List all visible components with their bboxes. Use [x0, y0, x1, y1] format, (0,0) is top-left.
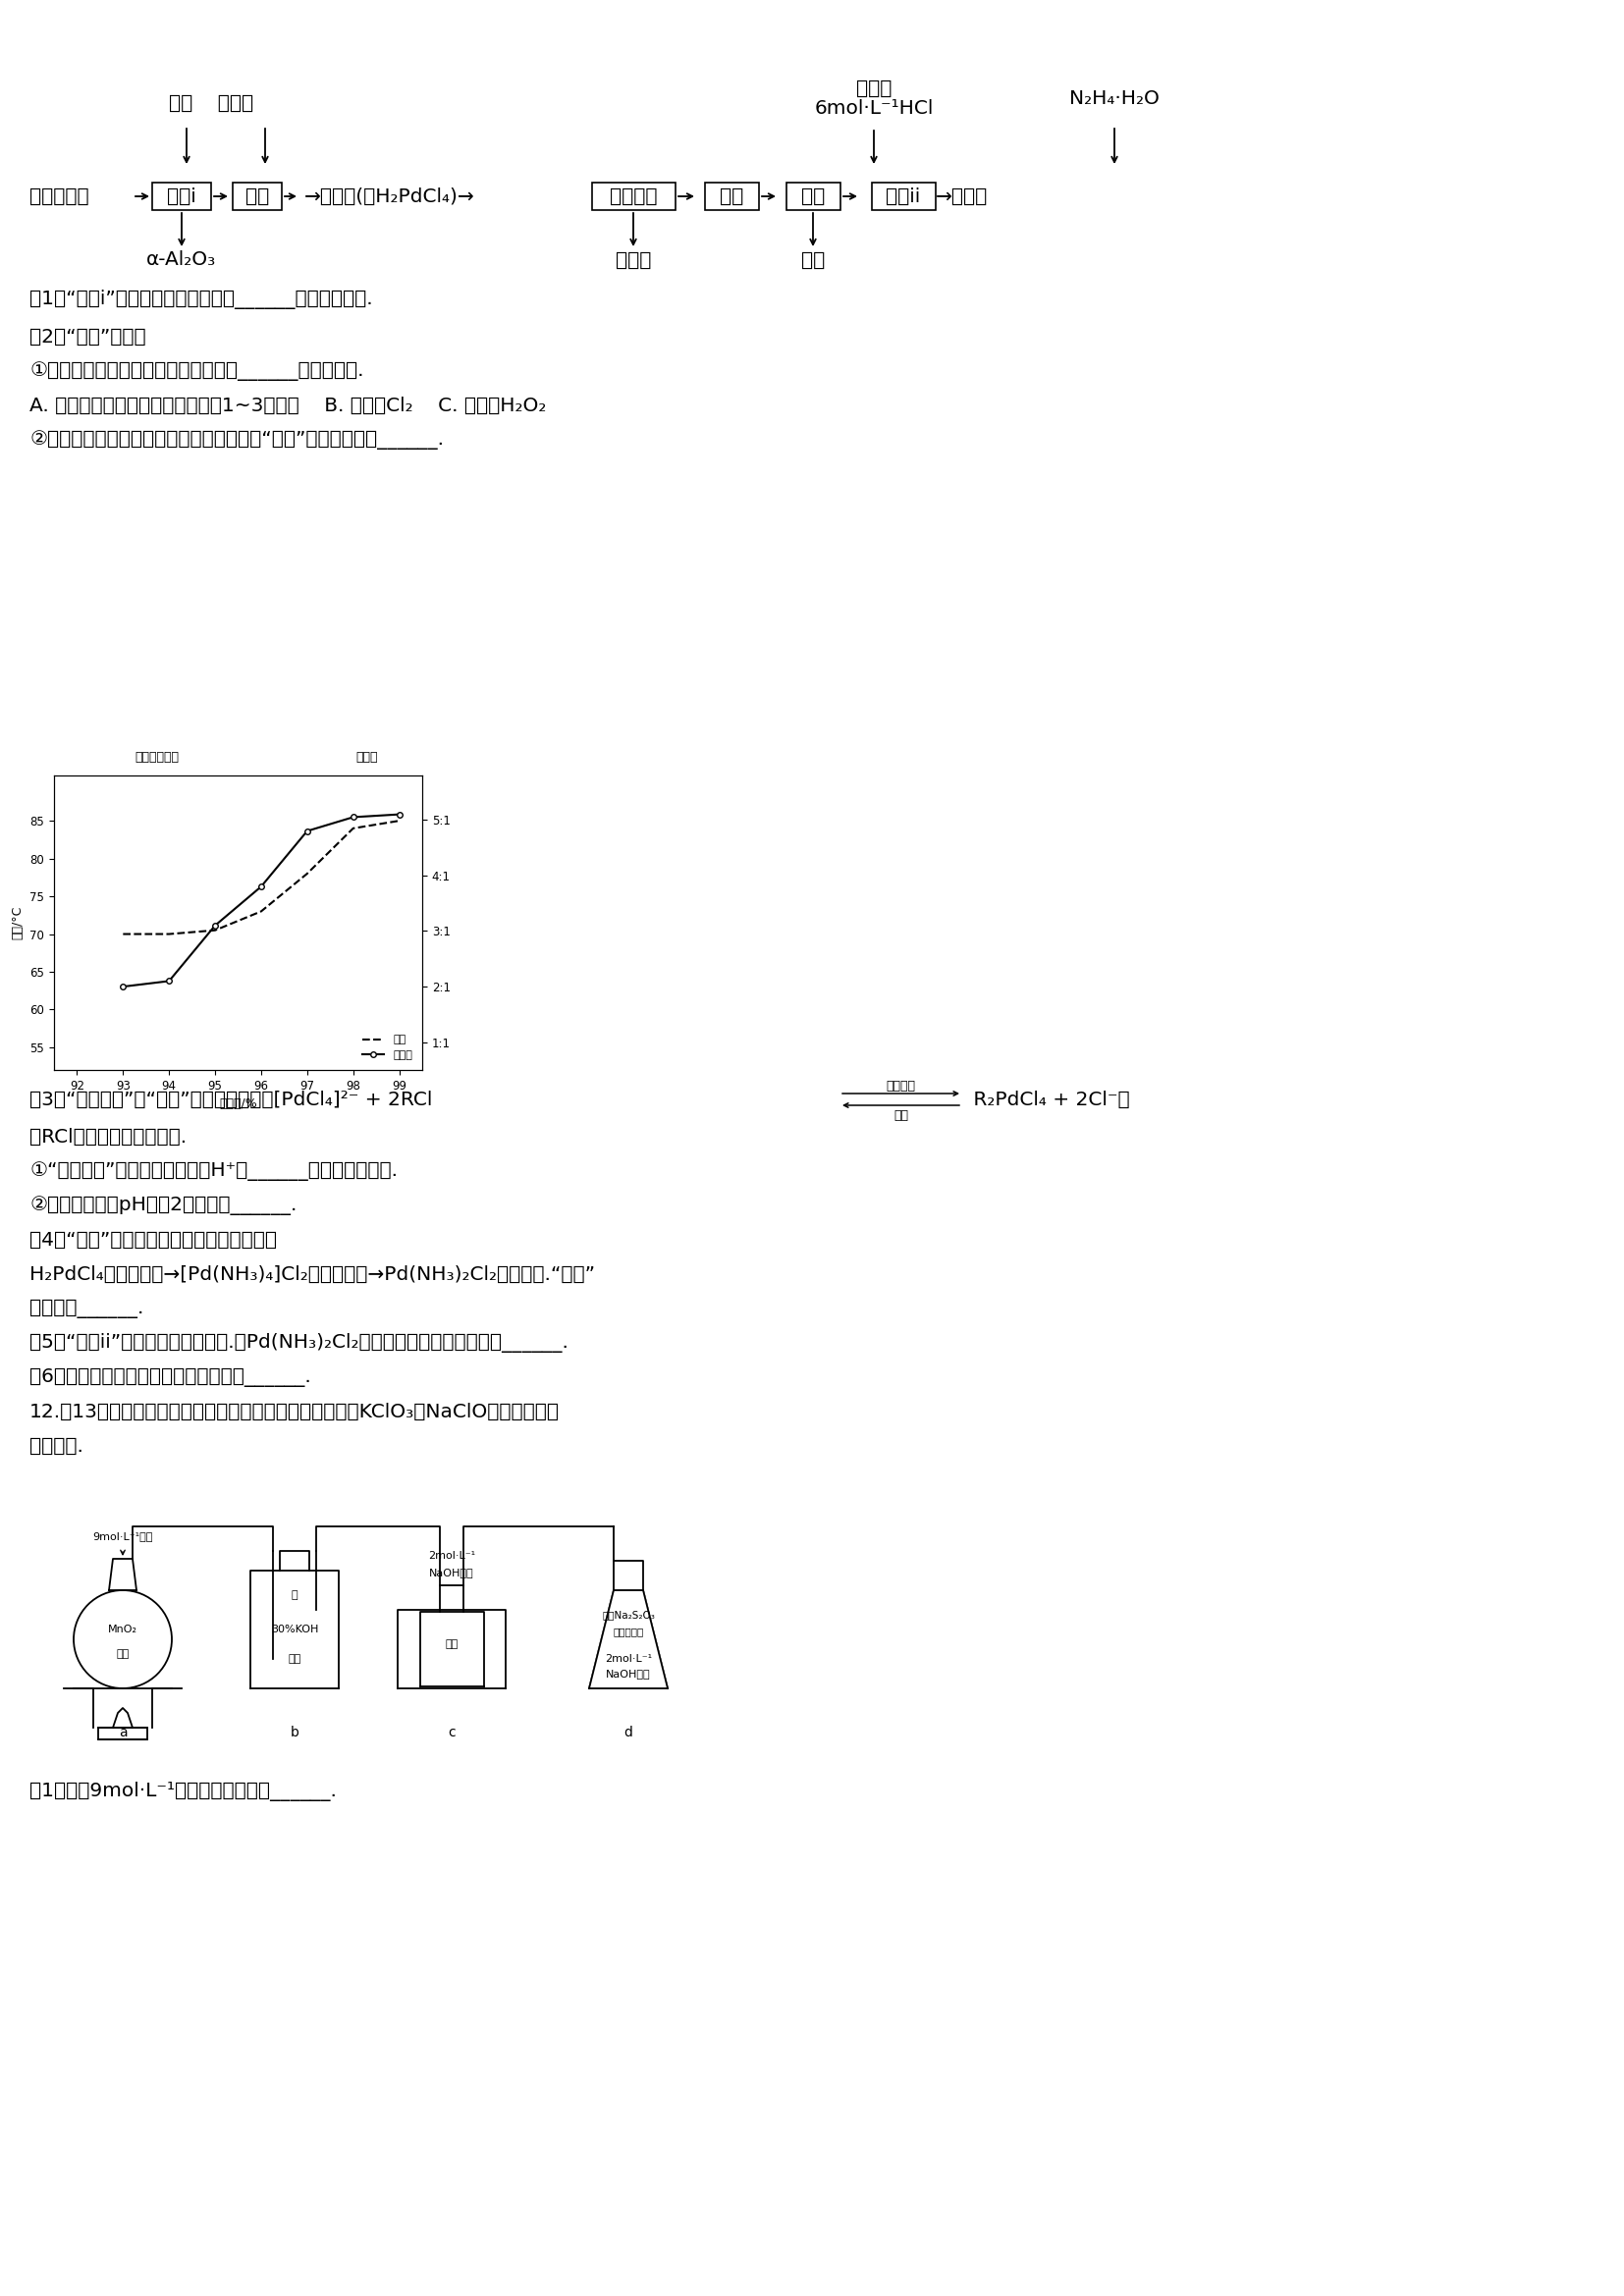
Text: →海绵钒: →海绵钒 — [935, 186, 987, 207]
温度 — [114, 921, 133, 948]
Bar — [872, 184, 935, 209]
Text: 洗脱: 洗脱 — [893, 1109, 908, 1120]
Text: 沾有Na₂S₂O₃: 沾有Na₂S₂O₃ — [603, 1609, 654, 1619]
Text: 还原性质.: 还原性质. — [29, 1437, 83, 1456]
Text: 12.（13分）实验室中利用下图装置（部分装置省略）制备KClO₃和NaClO，探究其氧化: 12.（13分）实验室中利用下图装置（部分装置省略）制备KClO₃和NaClO，… — [29, 1403, 560, 1421]
Bar — [705, 184, 758, 209]
Text: （6）该工艺流程中可循环利用的物质有______.: （6）该工艺流程中可循环利用的物质有______. — [29, 1368, 312, 1387]
固液比 — [343, 804, 362, 831]
Text: （1）盛放9mol·L⁻¹盐酸的仪器名称是______.: （1）盛放9mol·L⁻¹盐酸的仪器名称是______. — [29, 1782, 336, 1802]
Text: 固液比: 固液比 — [356, 751, 378, 765]
温度 — [252, 898, 271, 925]
Text: 离子交换: 离子交换 — [609, 186, 658, 207]
Text: 还原ii: 还原ii — [887, 186, 921, 207]
X-axis label: 浸取率/%: 浸取率/% — [219, 1097, 257, 1111]
温度 — [205, 916, 224, 944]
Text: 淋洗液: 淋洗液 — [856, 78, 892, 99]
Text: c: c — [448, 1727, 455, 1740]
Polygon shape — [590, 1591, 667, 1688]
Text: 滤液: 滤液 — [801, 250, 825, 269]
Text: （5）“还原ii”中产生无毒无害气体.由Pd(NH₃)₂Cl₂生成海绵钯的化学方程式为______.: （5）“还原ii”中产生无毒无害气体.由Pd(NH₃)₂Cl₂生成海绵钯的化学方… — [29, 1334, 568, 1352]
固液比 — [159, 967, 179, 994]
Text: MnO₂: MnO₂ — [109, 1626, 138, 1635]
Text: 的目的是______.: 的目的是______. — [29, 1300, 143, 1318]
Text: 溶液: 溶液 — [287, 1653, 300, 1665]
Text: 30%KOH: 30%KOH — [271, 1626, 318, 1635]
Line: 温度: 温度 — [123, 820, 400, 934]
Text: 甲酸    酸浸液: 甲酸 酸浸液 — [169, 94, 253, 113]
Text: ②淋洗液需保持pH小于2的原因是______.: ②淋洗液需保持pH小于2的原因是______. — [29, 1196, 297, 1215]
温度 — [390, 806, 409, 833]
Y-axis label: 温度/°C: 温度/°C — [11, 907, 24, 939]
Text: 9mol·L⁻¹盐酸: 9mol·L⁻¹盐酸 — [93, 1531, 153, 1541]
Text: 溶液的棉花: 溶液的棉花 — [612, 1626, 643, 1637]
Text: 水: 水 — [291, 1591, 297, 1600]
Text: 粉末: 粉末 — [117, 1649, 130, 1660]
Legend: 温度, 固液比: 温度, 固液比 — [357, 1031, 417, 1065]
固液比 — [205, 912, 224, 939]
Text: H₂PdCl₄（稀溶液）→[Pd(NH₃)₄]Cl₂（稀溶液）→Pd(NH₃)₂Cl₂（沉淀）.“沉钯”: H₂PdCl₄（稀溶液）→[Pd(NH₃)₄]Cl₂（稀溶液）→Pd(NH₃)₂… — [29, 1265, 594, 1283]
Text: N₂H₄·H₂O: N₂H₄·H₂O — [1069, 90, 1160, 108]
温度 — [159, 921, 179, 948]
Text: （4）“沉钯”过程钯元素主要发生如下转化：: （4）“沉钯”过程钯元素主要发生如下转化： — [29, 1231, 276, 1249]
Text: 6mol·L⁻¹HCl: 6mol·L⁻¹HCl — [814, 99, 934, 117]
Text: ①“离子交换”流出液中阴离子有H⁺、______（填离子符号）.: ①“离子交换”流出液中阴离子有H⁺、______（填离子符号）. — [29, 1162, 398, 1180]
Text: 2mol·L⁻¹: 2mol·L⁻¹ — [429, 1552, 476, 1561]
Text: （1）“还原i”加入甲酸的目的是还原______（填化学式）.: （1）“还原i”加入甲酸的目的是还原______（填化学式）. — [29, 289, 374, 310]
Text: ①从绿色化学要求出发，酸浸液应选择______（填标号）.: ①从绿色化学要求出发，酸浸液应选择______（填标号）. — [29, 360, 364, 381]
Text: R₂PdCl₄ + 2Cl⁻，: R₂PdCl₄ + 2Cl⁻， — [968, 1091, 1130, 1109]
Text: 酸浸: 酸浸 — [245, 186, 270, 207]
温度 — [297, 861, 317, 889]
Text: d: d — [624, 1727, 633, 1740]
Text: NaOH溶液: NaOH溶液 — [429, 1568, 474, 1577]
Text: 冰水: 冰水 — [445, 1639, 458, 1649]
固液比 — [297, 817, 317, 845]
Text: （3）“离子交换”和“洗脱”可简单表示为：[PdCl₄]²⁻ + 2RCl: （3）“离子交换”和“洗脱”可简单表示为：[PdCl₄]²⁻ + 2RCl — [29, 1091, 432, 1109]
Text: 废钯催化剂: 废钯催化剂 — [29, 186, 89, 207]
Bar — [153, 184, 211, 209]
Text: →浸出液(含H₂PdCl₄)→: →浸出液(含H₂PdCl₄)→ — [304, 186, 474, 207]
Text: α-Al₂O₃: α-Al₂O₃ — [146, 250, 216, 269]
Text: 2mol·L⁻¹: 2mol·L⁻¹ — [604, 1653, 651, 1665]
固液比 — [114, 974, 133, 1001]
固液比 — [252, 872, 271, 900]
Text: A. 王水（浓硝酸和浓盐酸按体积比1∼3混合）    B. 盐酸和Cl₂    C. 盐酸和H₂O₂: A. 王水（浓硝酸和浓盐酸按体积比1∼3混合） B. 盐酸和Cl₂ C. 盐酸和… — [29, 397, 546, 416]
固液比 — [390, 801, 409, 829]
Bar — [591, 184, 676, 209]
Text: 流出液: 流出液 — [615, 250, 651, 269]
Text: （2）“酸浸”过程：: （2）“酸浸”过程： — [29, 328, 146, 347]
Text: a: a — [119, 1727, 127, 1740]
Bar — [232, 184, 283, 209]
温度 — [343, 815, 362, 843]
Text: b: b — [291, 1727, 299, 1740]
Text: 离子交换: 离子交换 — [887, 1079, 916, 1093]
Text: NaOH溶液: NaOH溶液 — [606, 1669, 651, 1678]
Bar — [786, 184, 840, 209]
Text: 洗涤: 洗涤 — [719, 186, 744, 207]
Text: ②温度、固液比对浸取率的影响如下图，则“酸浸”的最佳条件为______.: ②温度、固液比对浸取率的影响如下图，则“酸浸”的最佳条件为______. — [29, 429, 443, 450]
Line: 固液比: 固液比 — [120, 813, 401, 990]
Text: 浸取条件探索: 浸取条件探索 — [135, 751, 179, 765]
Text: 沉钯: 沉钯 — [801, 186, 825, 207]
Text: 还原i: 还原i — [167, 186, 197, 207]
Text: （RCl为阴离子交换树脂）.: （RCl为阴离子交换树脂）. — [29, 1127, 187, 1146]
